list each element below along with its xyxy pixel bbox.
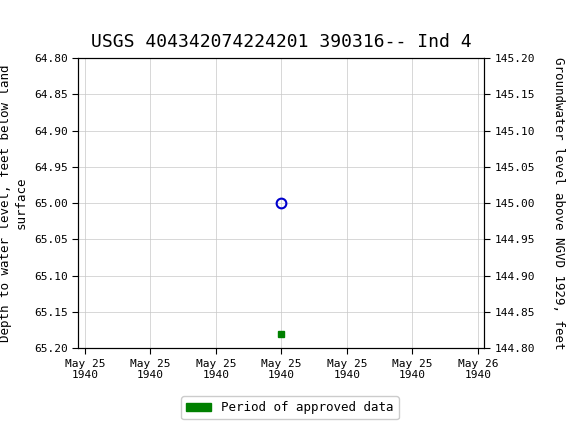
Text: USGS: USGS xyxy=(49,12,103,33)
Y-axis label: Groundwater level above NGVD 1929, feet: Groundwater level above NGVD 1929, feet xyxy=(552,57,565,350)
Legend: Period of approved data: Period of approved data xyxy=(181,396,399,419)
Title: USGS 404342074224201 390316-- Ind 4: USGS 404342074224201 390316-- Ind 4 xyxy=(91,33,472,51)
Y-axis label: Depth to water level, feet below land
surface: Depth to water level, feet below land su… xyxy=(0,64,27,342)
